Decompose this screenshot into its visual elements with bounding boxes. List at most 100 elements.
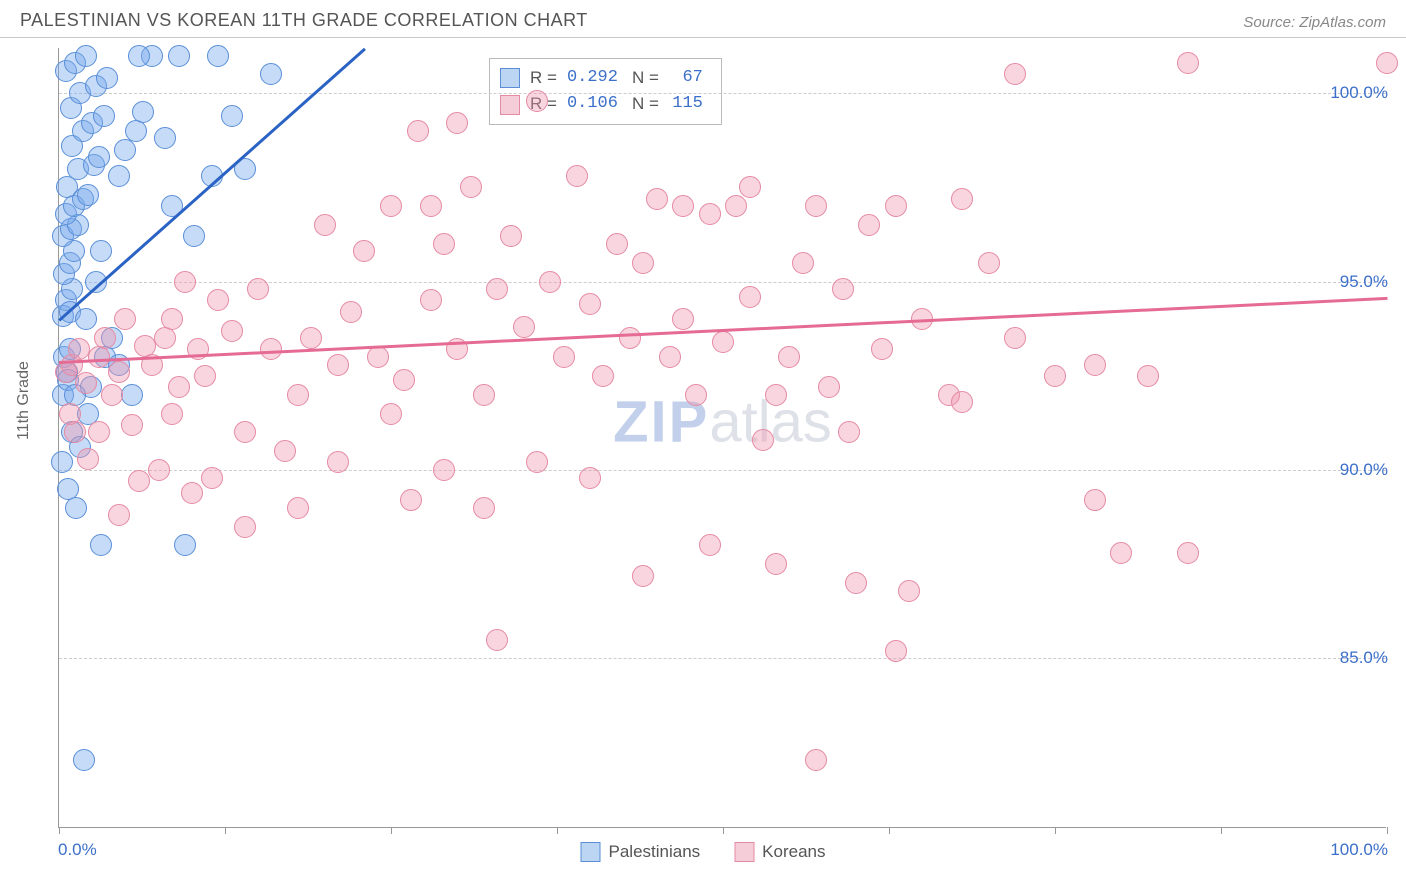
data-point bbox=[433, 459, 455, 481]
data-point bbox=[513, 316, 535, 338]
data-point bbox=[632, 565, 654, 587]
data-point bbox=[128, 45, 150, 67]
data-point bbox=[380, 403, 402, 425]
legend-label: Koreans bbox=[762, 842, 825, 862]
data-point bbox=[1044, 365, 1066, 387]
legend-swatch bbox=[581, 842, 601, 862]
y-tick-label: 95.0% bbox=[1340, 272, 1388, 292]
r-value: 0.106 bbox=[567, 91, 618, 117]
legend-swatch bbox=[734, 842, 754, 862]
data-point bbox=[632, 252, 654, 274]
data-point bbox=[121, 384, 143, 406]
data-point bbox=[90, 240, 112, 262]
data-point bbox=[90, 534, 112, 556]
x-axis-max-label: 100.0% bbox=[1330, 840, 1388, 860]
data-point bbox=[108, 504, 130, 526]
data-point bbox=[194, 365, 216, 387]
data-point bbox=[51, 451, 73, 473]
data-point bbox=[539, 271, 561, 293]
data-point bbox=[765, 384, 787, 406]
data-point bbox=[951, 391, 973, 413]
data-point bbox=[64, 421, 86, 443]
data-point bbox=[526, 90, 548, 112]
data-point bbox=[858, 214, 880, 236]
trend-line bbox=[59, 297, 1387, 364]
data-point bbox=[114, 308, 136, 330]
data-point bbox=[128, 470, 150, 492]
data-point bbox=[526, 451, 548, 473]
data-point bbox=[234, 421, 256, 443]
y-tick-label: 90.0% bbox=[1340, 460, 1388, 480]
data-point bbox=[646, 188, 668, 210]
data-point bbox=[1177, 52, 1199, 74]
data-point bbox=[125, 120, 147, 142]
data-point bbox=[579, 467, 601, 489]
data-point bbox=[108, 361, 130, 383]
data-point bbox=[367, 346, 389, 368]
n-value: 115 bbox=[669, 91, 703, 117]
data-point bbox=[174, 271, 196, 293]
data-point bbox=[619, 327, 641, 349]
stats-legend-box: R =0.292N =67R =0.106N =115 bbox=[489, 58, 722, 125]
x-tick bbox=[557, 827, 558, 834]
data-point bbox=[154, 127, 176, 149]
data-point bbox=[88, 421, 110, 443]
data-point bbox=[88, 146, 110, 168]
x-axis-min-label: 0.0% bbox=[58, 840, 97, 860]
data-point bbox=[260, 63, 282, 85]
chart-title: PALESTINIAN VS KOREAN 11TH GRADE CORRELA… bbox=[20, 10, 588, 31]
data-point bbox=[885, 640, 907, 662]
data-point bbox=[712, 331, 734, 353]
x-tick bbox=[723, 827, 724, 834]
legend-label: Palestinians bbox=[609, 842, 701, 862]
data-point bbox=[752, 429, 774, 451]
data-point bbox=[1084, 354, 1106, 376]
data-point bbox=[446, 112, 468, 134]
stats-legend-row: R =0.292N =67 bbox=[500, 65, 707, 91]
data-point bbox=[77, 448, 99, 470]
r-value: 0.292 bbox=[567, 65, 618, 91]
n-value: 67 bbox=[669, 65, 703, 91]
data-point bbox=[460, 176, 482, 198]
legend-item: Palestinians bbox=[581, 842, 701, 862]
data-point bbox=[96, 67, 118, 89]
data-point bbox=[500, 225, 522, 247]
data-point bbox=[221, 105, 243, 127]
data-point bbox=[845, 572, 867, 594]
x-tick bbox=[1221, 827, 1222, 834]
series-legend: Palestinians Koreans bbox=[581, 842, 826, 862]
y-tick-label: 85.0% bbox=[1340, 648, 1388, 668]
source-name: ZipAtlas.com bbox=[1299, 14, 1386, 31]
data-point bbox=[287, 384, 309, 406]
data-point bbox=[407, 120, 429, 142]
data-point bbox=[805, 749, 827, 771]
data-point bbox=[1137, 365, 1159, 387]
data-point bbox=[75, 372, 97, 394]
data-point bbox=[579, 293, 601, 315]
data-point bbox=[201, 467, 223, 489]
data-point bbox=[1177, 542, 1199, 564]
data-point bbox=[207, 45, 229, 67]
data-point bbox=[148, 459, 170, 481]
data-point bbox=[327, 451, 349, 473]
data-point bbox=[818, 376, 840, 398]
data-point bbox=[393, 369, 415, 391]
data-point bbox=[75, 45, 97, 67]
legend-swatch bbox=[500, 95, 520, 115]
data-point bbox=[168, 376, 190, 398]
n-label: N = bbox=[632, 91, 659, 117]
data-point bbox=[234, 516, 256, 538]
source-credit: Source: ZipAtlas.com bbox=[1243, 14, 1386, 31]
data-point bbox=[88, 346, 110, 368]
data-point bbox=[181, 482, 203, 504]
data-point bbox=[739, 176, 761, 198]
data-point bbox=[486, 629, 508, 651]
data-point bbox=[592, 365, 614, 387]
x-tick bbox=[889, 827, 890, 834]
data-point bbox=[725, 195, 747, 217]
data-point bbox=[161, 308, 183, 330]
data-point bbox=[174, 534, 196, 556]
data-point bbox=[473, 497, 495, 519]
data-point bbox=[68, 338, 90, 360]
data-point bbox=[792, 252, 814, 274]
